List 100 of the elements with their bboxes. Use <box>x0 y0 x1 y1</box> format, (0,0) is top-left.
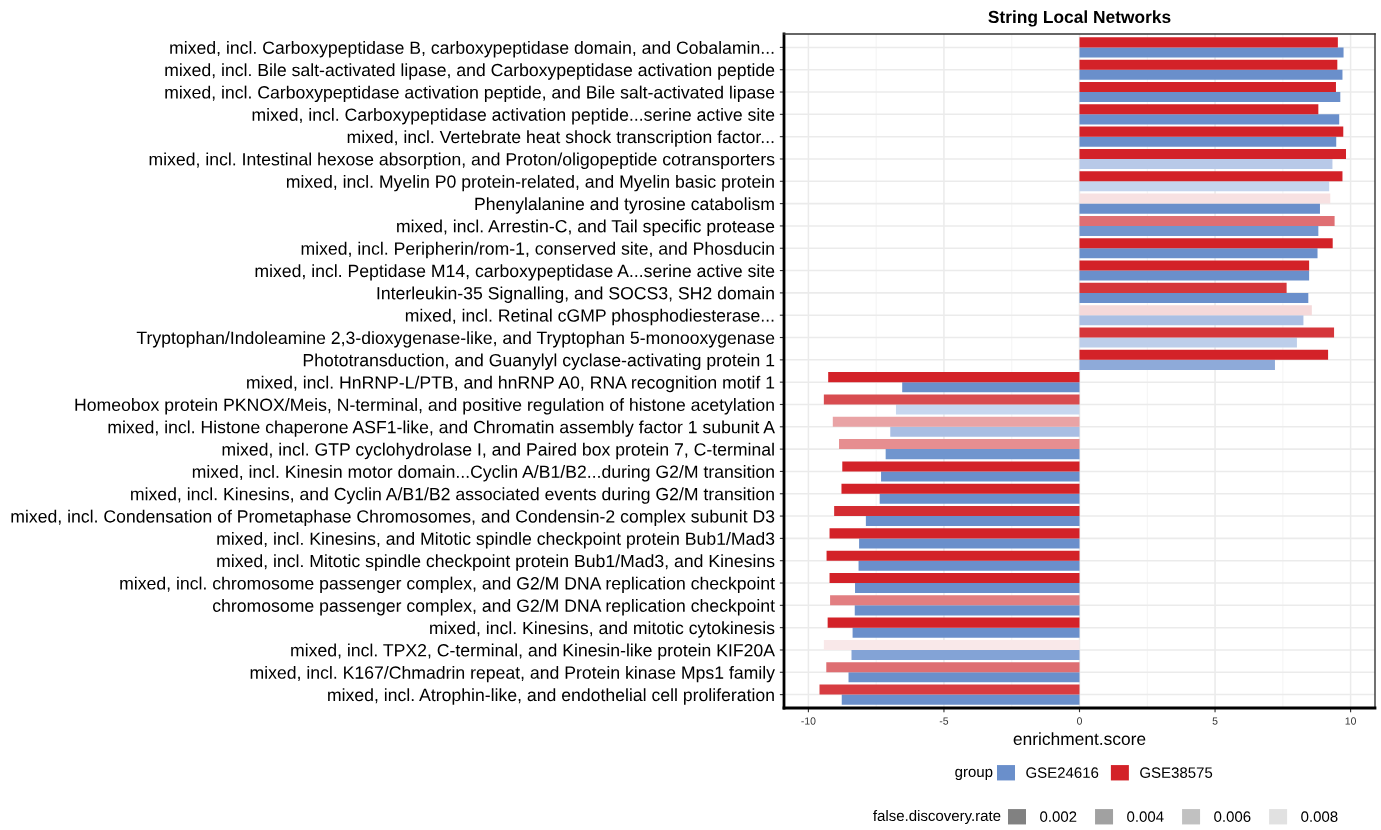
y-tick-label: Interleukin-35 Signalling, and SOCS3, SH2 domain <box>377 286 774 303</box>
bar <box>834 506 1080 517</box>
bar <box>1079 282 1287 293</box>
bar <box>848 672 1080 683</box>
chart-title: String Local Networks <box>988 10 1171 27</box>
legend-title: group <box>955 768 993 780</box>
x-tick-label: 5 <box>1212 717 1218 725</box>
y-tick-label: mixed, incl. Carboxypeptidase activation peptide, and Bile salt-activated lipase <box>165 85 775 103</box>
bar <box>829 528 1080 539</box>
y-tick-label: mixed, incl. HnRNP-L/PTB, and hnRNP A0, RNA recognition motif 1 <box>247 375 775 393</box>
bar <box>1079 171 1343 182</box>
y-tick-label: mixed, incl. TPX2, C-terminal, and Kinesin-like protein KIF20A <box>291 643 775 661</box>
y-tick-label: mixed, incl. chromosome passenger complex, and G2/M DNA replication checkpoint <box>120 576 775 594</box>
bar <box>895 404 1080 415</box>
bar <box>1079 292 1309 303</box>
bar <box>1079 225 1319 236</box>
bar <box>854 605 1080 616</box>
bar <box>829 572 1080 584</box>
bar <box>823 394 1080 405</box>
bar <box>1079 114 1340 125</box>
legend-label: GSE24616 <box>1026 767 1099 778</box>
y-tick-label: mixed, incl. GTP cyclohydrolase I, and Paired box protein 7, C-terminal <box>222 442 774 460</box>
y-tick-label: mixed, incl. Kinesins, and Cyclin A/B1/B2 associated events during G2/M transition <box>131 487 774 504</box>
bar <box>1079 248 1318 259</box>
bar <box>1079 260 1310 271</box>
bar <box>1079 59 1338 70</box>
bar <box>1079 203 1320 214</box>
x-tick-label: -10 <box>801 717 816 725</box>
y-tick-label: mixed, incl. Peripherin/rom-1, conserved site, and Phosducin <box>301 241 774 259</box>
bar <box>841 483 1080 494</box>
bar <box>885 449 1080 460</box>
y-tick-label: mixed, incl. Carboxypeptidase B, carboxypeptidase domain, and Cobalamin... <box>170 41 774 58</box>
bar <box>842 461 1080 472</box>
text: 0.004 <box>1127 811 1164 822</box>
bar <box>1079 148 1346 159</box>
y-tick-label: mixed, incl. Kinesins, and mitotic cytokinesis <box>430 621 775 638</box>
bar <box>852 627 1080 638</box>
bar <box>828 372 1080 383</box>
bar <box>826 662 1080 673</box>
bar <box>1079 69 1343 80</box>
bar <box>859 538 1080 549</box>
y-tick-label: mixed, incl. Atrophin-like, and endothelial cell proliferation <box>328 688 774 705</box>
bar <box>827 617 1080 628</box>
bar <box>879 493 1080 504</box>
bar <box>1079 158 1333 170</box>
bar <box>839 439 1080 450</box>
color-bar-title: false.discovery.rate <box>873 810 1001 824</box>
x-tick-label: 10 <box>1345 717 1356 725</box>
bar <box>1079 270 1310 281</box>
y-tick-label: mixed, incl. Kinesin motor domain...Cyclin A/B1/B2...during G2/M transition <box>192 465 774 482</box>
bar <box>830 595 1080 606</box>
y-tick-label: mixed, incl. Retinal cGMP phosphodiesterase... <box>405 308 774 326</box>
bar <box>1079 305 1312 316</box>
bar <box>826 550 1080 561</box>
bar <box>865 516 1080 527</box>
text: 0.002 <box>1040 811 1077 822</box>
bar <box>819 684 1080 695</box>
x-tick-label: 0 <box>1077 717 1082 725</box>
bar <box>855 583 1080 594</box>
y-tick-label: mixed, incl. Myelin P0 protein-related, and Myelin basic protein <box>286 174 774 192</box>
y-tick-label: mixed, incl. Bile salt-activated lipase, and Carboxypeptidase activation peptide <box>165 63 775 80</box>
y-tick-label: mixed, incl. Carboxypeptidase activation peptide...serine active site <box>252 107 775 125</box>
bar <box>858 560 1080 571</box>
y-tick-label: mixed, incl. Mitotic spindle checkpoint protein Bub1/Mad3, and Kinesins <box>217 554 775 571</box>
bar <box>902 382 1080 393</box>
bar <box>1079 37 1338 48</box>
y-tick-label: Homeobox protein PKNOX/Meis, N-terminal, and positive regulation of histone acetylation <box>75 398 774 415</box>
bar <box>1079 47 1344 58</box>
y-tick-label: mixed, incl. K167/Chmadrin repeat, and Protein kinase Mps1 family <box>250 665 775 683</box>
x-axis-title: enrichment.score <box>1013 732 1146 746</box>
y-tick-label: mixed, incl. Arrestin-C, and Tail specific protease <box>397 219 775 236</box>
y-tick-label: mixed, incl. Condensation of Prometaphase Chromosomes, and Condensin-2 complex subunit D3 <box>11 509 775 527</box>
bar <box>881 471 1080 482</box>
y-tick-label: chromosome passenger complex, and G2/M DNA replication checkpoint <box>213 598 775 616</box>
text: 0.008 <box>1301 811 1338 822</box>
y-tick-label: mixed, incl. Intestinal hexose absorption, and Proton/oligopeptide cotransporters <box>149 152 775 170</box>
bar <box>1079 104 1319 115</box>
bar <box>890 426 1080 437</box>
bar <box>1079 92 1341 103</box>
bar <box>1079 215 1335 226</box>
y-tick-label: Phototransduction, and Guanylyl cyclase-activating protein 1 <box>303 353 775 370</box>
bar <box>1079 238 1333 249</box>
y-tick-label: mixed, incl. Histone chaperone ASF1-like, and Chromatin assembly factor 1 subunit A <box>108 420 775 437</box>
bar <box>1079 315 1304 326</box>
text: 0.006 <box>1214 811 1251 822</box>
bar <box>832 416 1080 427</box>
bar <box>1079 359 1275 370</box>
y-tick-label: mixed, incl. Kinesins, and Mitotic spindle checkpoint protein Bub1/Mad3 <box>217 531 775 549</box>
bar <box>1079 126 1344 137</box>
x-tick-label: -5 <box>939 717 949 725</box>
bar <box>1079 81 1336 93</box>
y-tick-label: Tryptophan/Indoleamine 2,3-dioxygenase-like, and Tryptophan 5-monooxygenase <box>136 331 775 348</box>
bar <box>851 649 1080 661</box>
bar <box>1079 327 1335 338</box>
bar <box>841 694 1080 705</box>
bar <box>1079 136 1337 147</box>
bar <box>1079 349 1329 360</box>
bar <box>1079 181 1330 192</box>
y-tick-label: mixed, incl. Peptidase M14, carboxypeptidase A...serine active site <box>255 264 775 281</box>
bar <box>1079 337 1297 348</box>
